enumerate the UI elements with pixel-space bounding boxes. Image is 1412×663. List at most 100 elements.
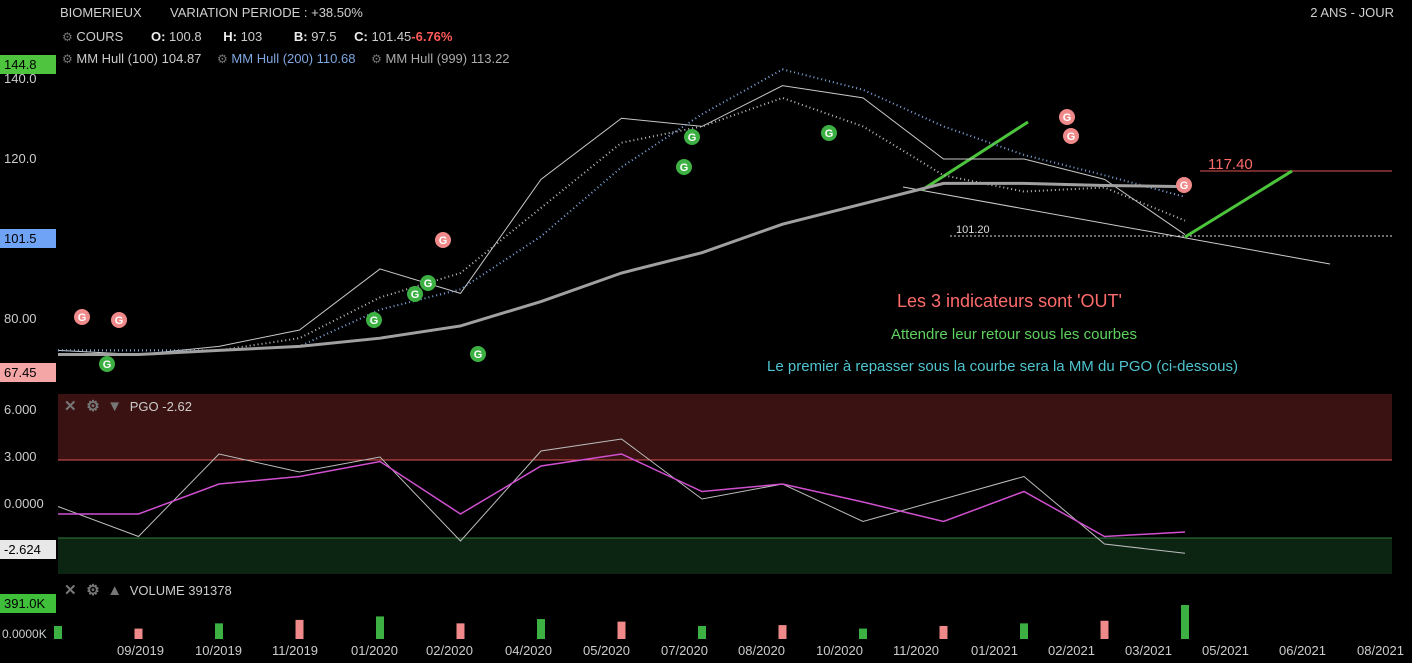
signal-letter: G (680, 162, 689, 174)
pgo-tick: 6.000 (4, 402, 37, 417)
trend-line (902, 186, 1331, 265)
hull-legend: ⚙ MM Hull (100) 104.87 ⚙ MM Hull (200) 1… (62, 51, 510, 66)
series-cours (57, 85, 1186, 355)
signal-letter: G (115, 315, 124, 327)
volume-bar (698, 625, 706, 639)
buy-signal-icon (99, 356, 115, 372)
hull200-value: 110.68 (316, 51, 356, 66)
price-low-tag: 67.45 (0, 363, 56, 382)
price-tick: 120.0 (4, 151, 37, 166)
signal-letter: G (439, 235, 448, 247)
resistance-label: 117.40 (1208, 156, 1253, 173)
volume-bar (939, 625, 948, 639)
x-tick: 05/2020 (583, 643, 630, 658)
sell-signal-icon (1059, 109, 1075, 125)
volume-bar (859, 628, 867, 639)
close-icon[interactable]: ✕ (64, 582, 77, 599)
x-tick: 06/2021 (1279, 643, 1326, 658)
green-trend-arrow (921, 120, 1029, 192)
x-tick: 10/2019 (195, 643, 242, 658)
sell-signal-icon (111, 312, 127, 328)
volume-bar (1100, 620, 1109, 639)
hull999-label[interactable]: MM Hull (999) (385, 51, 468, 66)
gear-icon[interactable]: ⚙ (62, 52, 73, 66)
x-tick: 04/2020 (505, 643, 552, 658)
volume-label: VOLUME (129, 583, 185, 598)
pgo-tick: 3.000 (4, 449, 37, 464)
x-tick: 08/2021 (1357, 643, 1404, 658)
price-tick: 80.00 (4, 311, 37, 326)
series-mm-hull-100- (58, 96, 1186, 352)
signal-letter: G (424, 278, 433, 290)
volume-bar (617, 621, 626, 639)
buy-signal-icon (407, 286, 423, 302)
x-tick: 10/2020 (816, 643, 863, 658)
change-value: -6.76% (411, 29, 453, 44)
volume-header: ✕ ⚙ ▲ VOLUME 391378 (64, 581, 232, 599)
pgo-line (57, 438, 1186, 554)
series-mm-hull-200- (58, 68, 1186, 352)
period-selector[interactable]: 2 ANS - JOUR (1310, 5, 1394, 20)
signal-letter: G (411, 289, 420, 301)
gear-icon[interactable]: ⚙ (62, 30, 73, 44)
buy-signal-icon (470, 346, 486, 362)
hull100-value: 104.87 (161, 51, 202, 66)
signal-letter: G (1067, 131, 1076, 143)
signal-letter: G (825, 128, 834, 140)
hull100-label[interactable]: MM Hull (100) (76, 51, 159, 66)
volume-bar (295, 619, 304, 639)
volume-bar (215, 623, 223, 639)
pgo-ma-line (58, 453, 1186, 538)
volume-bar (134, 628, 143, 639)
x-tick: 01/2020 (351, 643, 398, 658)
pgo-value: -2.62 (162, 399, 192, 414)
cours-label: COURS (76, 29, 124, 44)
gear-icon[interactable]: ⚙ (217, 52, 228, 66)
volume-bar (1020, 623, 1028, 639)
x-tick: 08/2020 (738, 643, 785, 658)
pgo-tick: 0.0000 (4, 496, 44, 511)
signal-letter: G (78, 312, 87, 324)
close-label: C: (354, 29, 368, 44)
volume-bar (1181, 605, 1189, 639)
signal-letter: G (688, 132, 697, 144)
buy-signal-icon (366, 312, 382, 328)
buy-signal-icon (420, 275, 436, 291)
buy-signal-icon (676, 159, 692, 175)
high-value: 103 (240, 29, 263, 44)
sell-signal-icon (74, 309, 90, 325)
buy-signal-icon (684, 129, 700, 145)
price-high-tag: 144.8 (0, 55, 56, 74)
x-tick: 11/2020 (893, 643, 940, 658)
low-value: 97.5 (311, 29, 337, 44)
hull200-label[interactable]: MM Hull (200) (231, 51, 314, 66)
signal-letter: G (474, 349, 483, 361)
x-tick: 05/2021 (1202, 643, 1249, 658)
gear-icon[interactable]: ⚙ (86, 582, 100, 599)
pgo-current-tag: -2.624 (0, 540, 56, 559)
x-tick: 11/2019 (272, 643, 319, 658)
gear-icon[interactable]: ⚙ (86, 398, 100, 415)
pgo-label: PGO (129, 399, 159, 414)
sell-signal-icon (435, 232, 451, 248)
arrow-down-icon[interactable]: ▼ (107, 398, 123, 415)
arrow-up-icon[interactable]: ▲ (107, 582, 123, 599)
high-label: H: (223, 29, 237, 44)
volume-bar (456, 623, 465, 639)
signal-letter: G (1063, 112, 1072, 124)
price-tick: 140.0 (4, 71, 37, 86)
note-wait: Attendre leur retour sous les courbes (891, 326, 1137, 343)
cours-legend[interactable]: ⚙ COURS O: 100.8 H: 103 B: 97.5 C: 101.4… (62, 29, 452, 44)
x-tick: 07/2020 (661, 643, 708, 658)
gear-icon[interactable]: ⚙ (371, 52, 382, 66)
open-label: O: (150, 29, 166, 44)
open-value: 100.8 (169, 29, 202, 44)
price-current-tag: 101.5 (0, 229, 56, 248)
signal-letter: G (103, 359, 112, 371)
volume-tick: 0.0000K (2, 627, 47, 641)
series-mm-hull-999- (58, 181, 1186, 356)
close-icon[interactable]: ✕ (64, 398, 77, 415)
volume-bar (54, 625, 62, 639)
volume-bar (778, 625, 787, 639)
